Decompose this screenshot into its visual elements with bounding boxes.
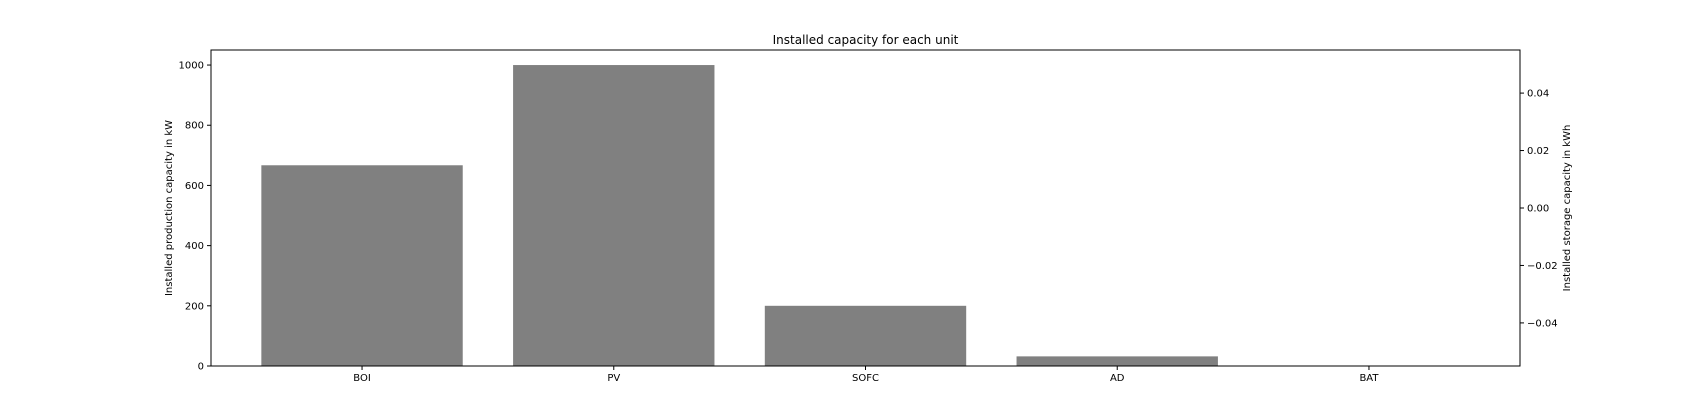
x-tick-label: BOI — [353, 373, 371, 384]
x-tick-label: AD — [1110, 373, 1125, 384]
x-tick-label: PV — [607, 373, 620, 384]
y2-tick-label: 0.04 — [1527, 89, 1549, 100]
y-tick-label: 200 — [185, 301, 204, 312]
y-tick-label: 800 — [185, 121, 204, 132]
chart-title: Installed capacity for each unit — [773, 33, 959, 47]
y2-tick-label: −0.04 — [1527, 318, 1558, 329]
y2-tick-label: 0.00 — [1527, 204, 1549, 215]
bar-pv — [513, 65, 715, 367]
y2-tick-label: 0.02 — [1527, 146, 1549, 157]
bars-layer — [261, 65, 1218, 367]
bar-ad — [1016, 356, 1218, 366]
axes-layer: BOI PV SOFC AD BAT 0 200 400 600 800 1000 −0.04 −0.0… — [179, 61, 1558, 384]
y2-tick-label: −0.02 — [1527, 261, 1558, 272]
y-tick-label: 400 — [185, 241, 204, 252]
bar-sofc — [764, 305, 967, 366]
y2-axis-label: Installed storage capacity in kWh — [1562, 125, 1573, 292]
x-tick-label: BAT — [1359, 373, 1379, 384]
y-tick-label: 600 — [185, 181, 204, 192]
x-tick-label: SOFC — [852, 373, 879, 384]
y-tick-label: 1000 — [179, 61, 204, 72]
y-tick-label: 0 — [198, 362, 204, 373]
bar-boi — [261, 165, 463, 366]
y-axis-label: Installed production capacity in kW — [164, 120, 175, 296]
